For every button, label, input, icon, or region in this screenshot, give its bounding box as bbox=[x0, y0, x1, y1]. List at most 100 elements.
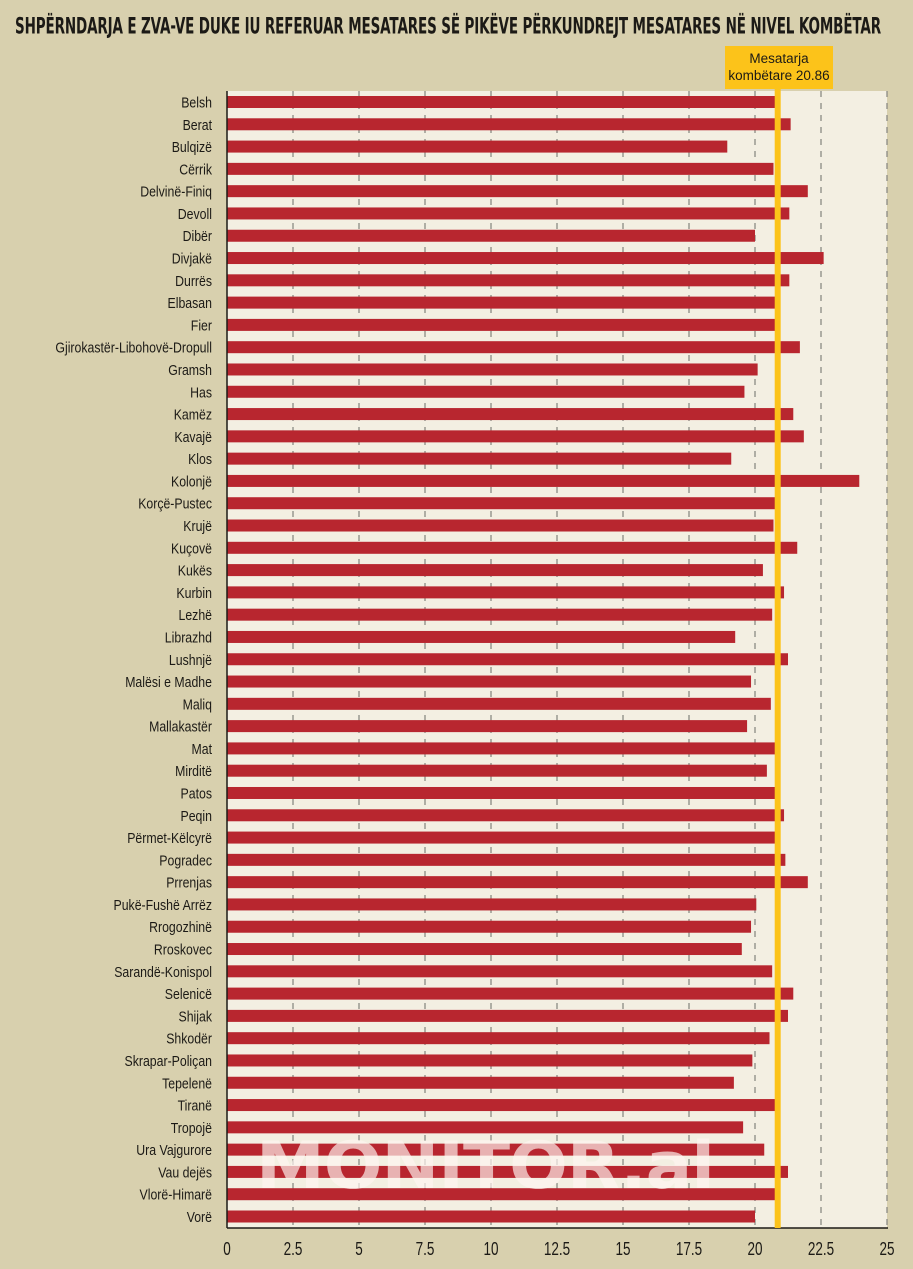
category-label: Vorë bbox=[187, 1209, 212, 1226]
category-label: Gramsh bbox=[168, 362, 212, 379]
bar bbox=[227, 786, 777, 799]
bar bbox=[227, 1009, 788, 1022]
category-label: Belsh bbox=[181, 95, 212, 112]
category-label: Maliq bbox=[183, 696, 212, 713]
category-label: Rroskovec bbox=[154, 942, 213, 959]
category-label: Dibër bbox=[183, 228, 212, 245]
x-tick-label: 2.5 bbox=[284, 1239, 303, 1259]
chart-title: SHPËRNDARJA E ZVA-VE DUKE IU REFERUAR ME… bbox=[15, 14, 881, 40]
category-label: Lezhë bbox=[179, 607, 213, 624]
bar bbox=[227, 764, 767, 777]
bar bbox=[227, 140, 728, 153]
category-label: Korçë-Pustec bbox=[138, 496, 212, 513]
bar bbox=[227, 1054, 753, 1067]
bar bbox=[227, 341, 800, 354]
bar bbox=[227, 630, 736, 643]
x-tick-label: 5 bbox=[355, 1239, 363, 1259]
bar bbox=[227, 229, 755, 242]
bar bbox=[227, 363, 758, 376]
bar bbox=[227, 252, 824, 265]
bar bbox=[227, 474, 860, 487]
national-average-label-line1: Mesatarja bbox=[749, 51, 809, 66]
bar bbox=[227, 430, 804, 443]
category-label: Patos bbox=[181, 785, 213, 802]
category-label: Pogradec bbox=[159, 852, 212, 869]
x-tick-label: 15 bbox=[616, 1239, 631, 1259]
category-label: Elbasan bbox=[168, 295, 213, 312]
bar bbox=[227, 519, 774, 532]
bar bbox=[227, 1188, 777, 1201]
x-tick-label: 20 bbox=[748, 1239, 763, 1259]
category-label: Rrogozhinë bbox=[149, 919, 212, 936]
category-labels: Belsh Berat Bulqizë Cërrik Delvinë-Finiq Devo… bbox=[55, 95, 212, 1227]
category-label: Gjirokastër-Libohovë-Dropull bbox=[55, 340, 212, 357]
bar bbox=[227, 207, 790, 220]
x-tick-label: 7.5 bbox=[416, 1239, 435, 1259]
category-label: Kukës bbox=[178, 563, 212, 580]
category-label: Vlorë-Himarë bbox=[140, 1187, 213, 1204]
bar bbox=[227, 318, 777, 331]
bar bbox=[227, 608, 773, 621]
bars bbox=[227, 96, 860, 1223]
bar bbox=[227, 1210, 755, 1223]
category-label: Malësi e Madhe bbox=[125, 674, 212, 691]
bar bbox=[227, 675, 752, 688]
category-label: Kamëz bbox=[174, 407, 212, 424]
category-label: Mirditë bbox=[175, 763, 212, 780]
x-tick-label: 10 bbox=[484, 1239, 499, 1259]
bar bbox=[227, 1076, 734, 1089]
category-label: Selenicë bbox=[165, 986, 212, 1003]
bar bbox=[227, 185, 808, 198]
bar bbox=[227, 408, 794, 421]
category-label: Shkodër bbox=[166, 1031, 212, 1048]
bar bbox=[227, 1099, 777, 1112]
x-tick-label: 12.5 bbox=[544, 1239, 570, 1259]
bar bbox=[227, 1121, 744, 1134]
category-label: Kolonjë bbox=[171, 473, 212, 490]
category-label: Tiranë bbox=[178, 1098, 212, 1115]
category-label: Kavajë bbox=[174, 429, 212, 446]
bar bbox=[227, 876, 808, 889]
x-tick-label: 17.5 bbox=[676, 1239, 702, 1259]
bar bbox=[227, 898, 757, 911]
category-label: Skrapar-Poliçan bbox=[125, 1053, 213, 1070]
category-label: Mallakastër bbox=[149, 719, 212, 736]
category-label: Lushnjë bbox=[169, 652, 212, 669]
category-label: Has bbox=[190, 384, 212, 401]
national-average-label-line2: kombëtare 20.86 bbox=[728, 68, 830, 83]
category-label: Tropojë bbox=[171, 1120, 212, 1137]
bar bbox=[227, 720, 748, 733]
bar bbox=[227, 1165, 788, 1178]
bar bbox=[227, 853, 786, 866]
bar bbox=[227, 809, 785, 822]
category-label: Berat bbox=[183, 117, 213, 134]
bar bbox=[227, 162, 774, 175]
category-label: Durrës bbox=[175, 273, 212, 290]
category-label: Kurbin bbox=[176, 585, 212, 602]
category-label: Tepelenë bbox=[162, 1075, 212, 1092]
category-label: Ura Vajgurore bbox=[136, 1142, 212, 1159]
bar bbox=[227, 274, 790, 287]
bar bbox=[227, 987, 794, 1000]
category-label: Librazhd bbox=[165, 629, 212, 646]
category-label: Pukë-Fushë Arrëz bbox=[114, 897, 213, 914]
category-label: Vau dejës bbox=[158, 1164, 212, 1181]
bar bbox=[227, 96, 777, 108]
bar bbox=[227, 564, 763, 577]
bar bbox=[227, 653, 788, 666]
bar bbox=[227, 385, 745, 398]
bar bbox=[227, 742, 777, 755]
category-label: Bulqizë bbox=[172, 139, 212, 156]
bar bbox=[227, 943, 742, 956]
category-label: Sarandë-Konispol bbox=[114, 964, 212, 981]
category-label: Krujë bbox=[183, 518, 212, 535]
bar bbox=[227, 586, 785, 599]
bar bbox=[227, 296, 777, 309]
bar bbox=[227, 920, 752, 933]
bar bbox=[227, 1032, 770, 1045]
bar bbox=[227, 697, 771, 710]
category-label: Peqin bbox=[181, 808, 213, 825]
category-label: Përmet-Këlcyrë bbox=[127, 830, 212, 847]
bar bbox=[227, 831, 777, 844]
bar bbox=[227, 541, 798, 554]
